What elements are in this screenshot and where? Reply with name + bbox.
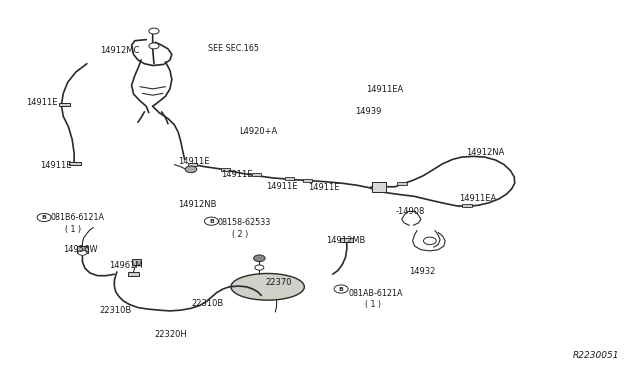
Circle shape — [185, 166, 196, 173]
Text: 22310B: 22310B — [100, 306, 132, 315]
Circle shape — [334, 285, 348, 293]
Bar — [77, 246, 88, 253]
Circle shape — [204, 217, 218, 225]
Text: B: B — [42, 215, 47, 220]
Text: ( 1 ): ( 1 ) — [365, 300, 381, 309]
Text: 14912NA: 14912NA — [466, 148, 504, 157]
Text: 14911E: 14911E — [266, 182, 297, 190]
Bar — [285, 177, 294, 180]
Bar — [69, 161, 81, 164]
Circle shape — [149, 43, 159, 49]
Text: 14911E: 14911E — [26, 98, 58, 107]
Circle shape — [78, 250, 87, 255]
Text: B: B — [339, 286, 344, 292]
Text: 14911E: 14911E — [308, 183, 340, 192]
Text: 14911E: 14911E — [40, 161, 72, 170]
Text: 08158-62533: 08158-62533 — [218, 218, 271, 227]
Bar — [221, 168, 230, 171]
Text: 14956W: 14956W — [63, 244, 98, 253]
Text: B: B — [209, 219, 214, 224]
Text: 14911EA: 14911EA — [366, 85, 403, 94]
Text: 14911E: 14911E — [221, 170, 253, 179]
Text: 14911EA: 14911EA — [460, 195, 497, 203]
Text: 22320H: 22320H — [154, 330, 187, 340]
Bar — [397, 182, 406, 185]
Ellipse shape — [231, 273, 305, 300]
Text: SEE SEC.165: SEE SEC.165 — [208, 44, 259, 53]
Text: 081AB-6121A: 081AB-6121A — [349, 289, 403, 298]
Text: 14939: 14939 — [355, 108, 381, 116]
Circle shape — [37, 214, 51, 222]
Circle shape — [253, 255, 265, 262]
Text: 14911E: 14911E — [178, 157, 210, 166]
Bar — [129, 272, 139, 276]
Text: ( 2 ): ( 2 ) — [232, 230, 248, 239]
Bar — [340, 237, 353, 242]
Bar — [188, 163, 196, 166]
Text: L4920+A: L4920+A — [239, 126, 278, 136]
Text: 081B6-6121A: 081B6-6121A — [51, 213, 104, 222]
Text: 22370: 22370 — [266, 278, 292, 287]
Bar — [252, 173, 260, 176]
Text: 14912MB: 14912MB — [326, 236, 366, 246]
Circle shape — [255, 265, 264, 270]
Text: 22310B: 22310B — [191, 299, 223, 308]
Text: 14912NB: 14912NB — [178, 200, 217, 209]
Bar — [303, 179, 312, 182]
Text: 14961M: 14961M — [109, 261, 143, 270]
Text: R2230051: R2230051 — [572, 351, 619, 360]
Bar — [59, 103, 70, 106]
Circle shape — [149, 28, 159, 34]
Text: 14912MC: 14912MC — [100, 46, 139, 55]
Circle shape — [424, 237, 436, 244]
Bar — [462, 204, 472, 207]
Bar — [132, 259, 141, 265]
Text: -14908: -14908 — [396, 208, 425, 217]
Text: ( 1 ): ( 1 ) — [65, 225, 81, 234]
Bar — [372, 182, 386, 192]
Text: 14932: 14932 — [410, 267, 436, 276]
